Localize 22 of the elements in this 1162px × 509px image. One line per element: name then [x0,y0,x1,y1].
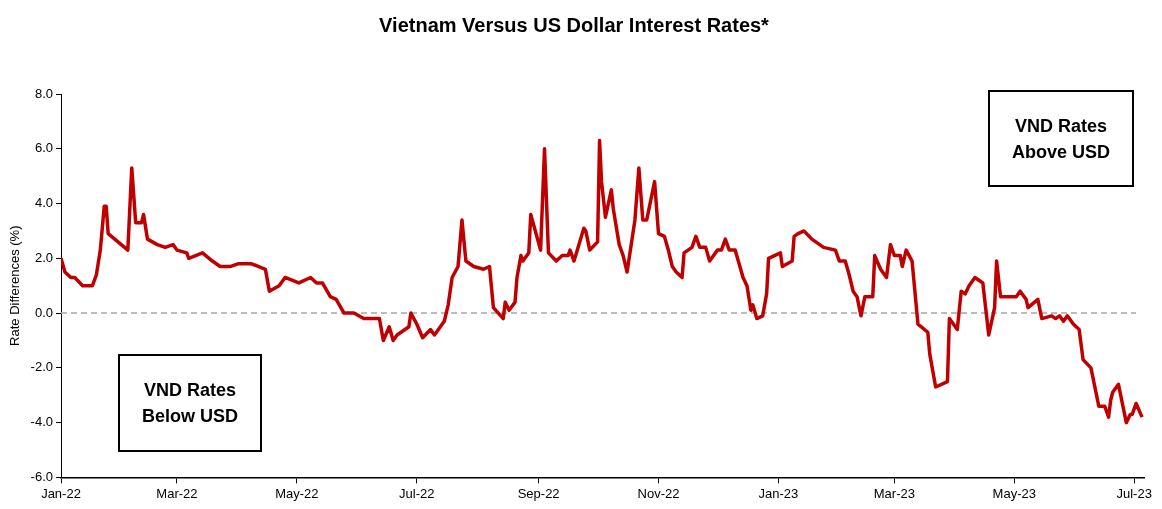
y-tick-label: -6.0 [30,468,53,484]
x-tick-label: Jan-23 [758,485,799,501]
x-tick-label: Jul-22 [399,485,435,501]
x-tick-label: Nov-22 [637,485,680,501]
chart-title: Vietnam Versus US Dollar Interest Rates* [379,13,770,36]
y-tick-label: 4.0 [34,195,53,211]
text-box: VND Rates Below USD [118,354,262,452]
y-tick-label: 2.0 [34,249,53,265]
x-tick-label: Sep-22 [517,485,560,501]
y-tick-label: 6.0 [34,140,53,156]
x-tick-label: May-22 [275,485,319,501]
x-tick-label: Jan-22 [41,485,81,501]
y-axis-title: Rate Differences (%) [7,225,23,346]
y-tick-label: -2.0 [30,359,53,375]
x-tick-label: Mar-22 [156,485,198,501]
x-tick-label: Mar-23 [873,485,915,501]
x-tick-label: May-23 [992,485,1036,501]
text-box: VND Rates Above USD [988,90,1134,187]
x-tick-label: Jul-23 [1116,485,1152,501]
y-tick-label: -4.0 [30,414,53,430]
y-tick-label: 8.0 [34,85,53,101]
y-tick-label: 0.0 [34,304,53,320]
